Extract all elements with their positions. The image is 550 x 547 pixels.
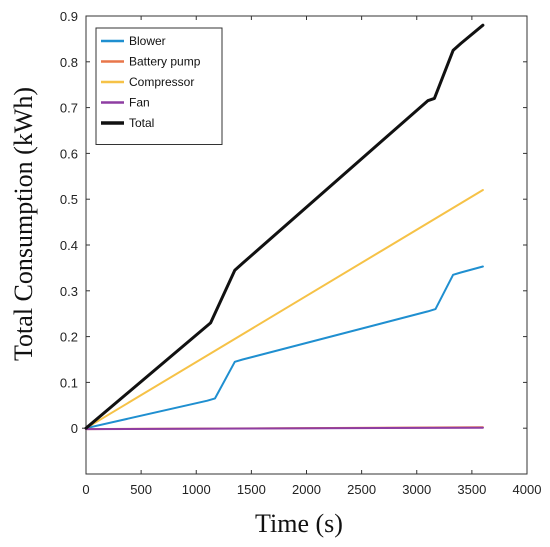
y-tick-label: 0.2 [60,330,78,345]
legend-box [95,27,223,145]
series-line-total [84,23,485,430]
y-tick-label: 0.3 [60,284,78,299]
x-tick-label: 3500 [457,482,486,497]
y-tick-label: 0 [71,421,78,436]
ticks: 0 0.1 0.2 0.3 0.4 0.5 0.6 0.7 0.8 0.9 0 500 1000 1500… [60,9,542,497]
x-axis-title: Time (s) [255,509,343,538]
x-tick-label: 4000 [513,482,542,497]
y-tick-label: 0.5 [60,192,78,207]
y-axis-title: Total Consumption (kWh) [9,87,38,361]
legend-label: Total [129,116,154,130]
y-tick-label: 0.7 [60,101,78,116]
legend-label: Compressor [129,75,194,89]
x-tick-label: 500 [130,482,152,497]
y-tick-label: 0.8 [60,55,78,70]
series-line-compressor [85,189,484,430]
legend: Blower Battery pump Compressor Fan Total [95,27,223,145]
legend-label: Fan [129,96,150,110]
y-tick-label: 0.9 [60,9,78,24]
x-tick-label: 1000 [182,482,211,497]
series-line-blower [85,265,484,430]
legend-label: Blower [129,34,166,48]
y-tick-label: 0.1 [60,375,78,390]
legend-label: Battery pump [129,55,201,69]
x-tick-label: 1500 [237,482,266,497]
x-tick-label: 0 [82,482,89,497]
series-line-fan [85,426,484,431]
y-tick-label: 0.4 [60,238,78,253]
y-tick-label: 0.6 [60,146,78,161]
series-lines [84,23,485,431]
x-tick-label: 2500 [347,482,376,497]
x-tick-label: 3000 [402,482,431,497]
x-tick-label: 2000 [292,482,321,497]
